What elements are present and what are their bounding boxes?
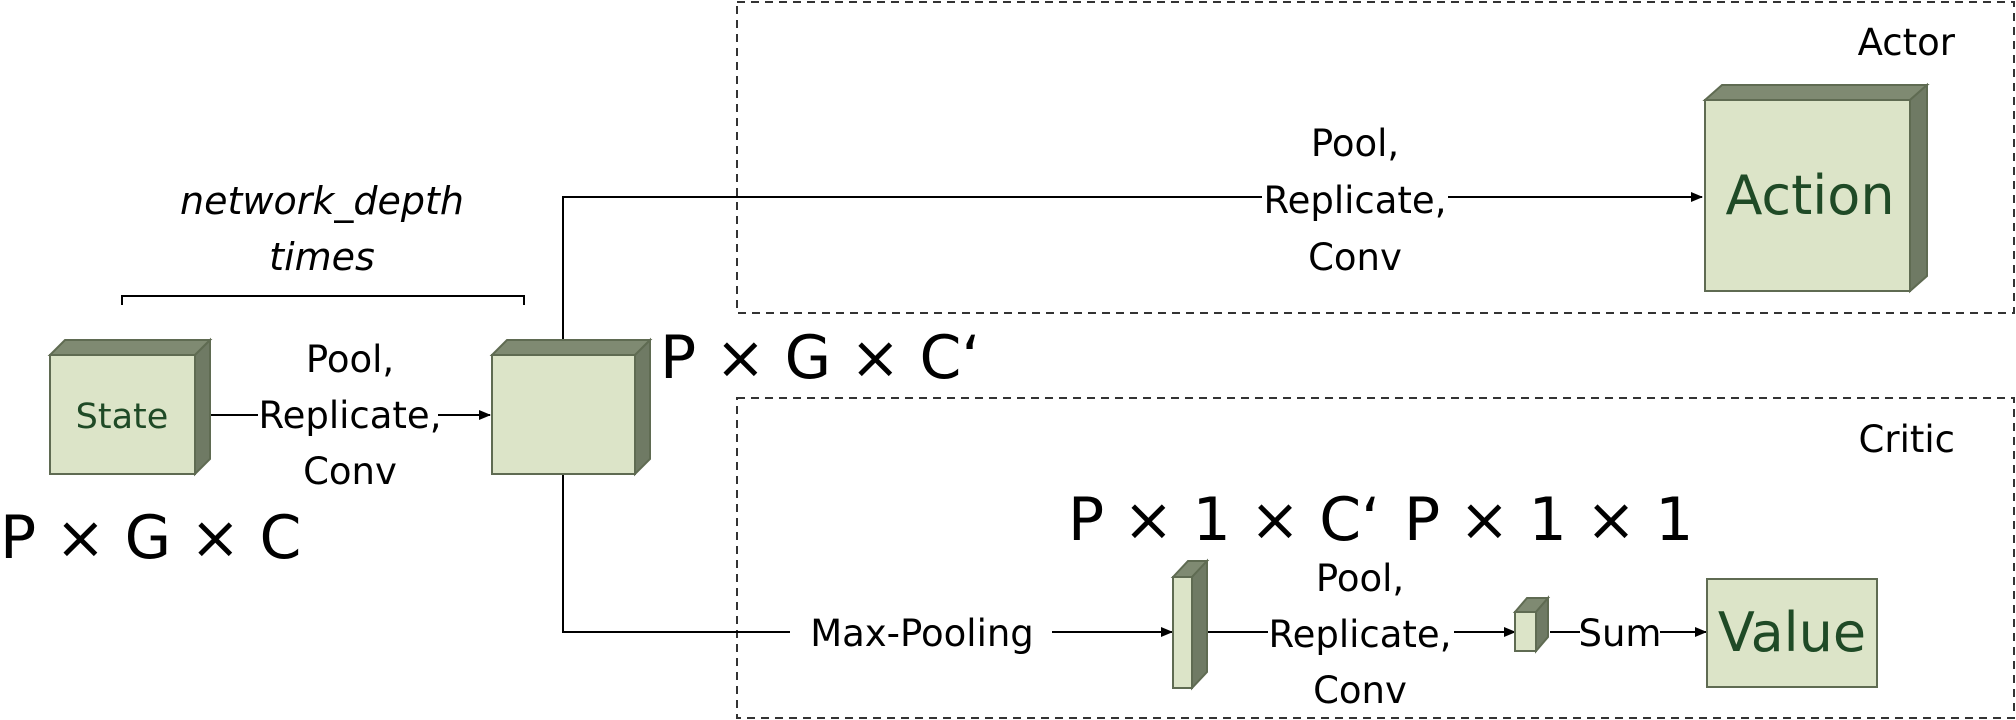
value-label: Value bbox=[1718, 601, 1866, 664]
shape-annotations: P × G × C P × G × C‘ P × 1 × C‘ P × 1 × … bbox=[0, 323, 1693, 573]
state-block: State bbox=[47, 337, 213, 477]
critic-region: Critic bbox=[736, 397, 2015, 719]
pooled-feature-block bbox=[1170, 558, 1210, 691]
maxpool-edge-label: Max-Pooling bbox=[810, 612, 1034, 655]
actor-title: Actor bbox=[1858, 21, 1956, 64]
state-shape-label: P × G × C bbox=[0, 503, 301, 573]
action-label: Action bbox=[1725, 164, 1894, 227]
pooled-shape-label: P × 1 × C‘ bbox=[1068, 485, 1380, 555]
edge-hidden-to-action bbox=[562, 192, 1703, 341]
state-edge-label-line2: Replicate, bbox=[259, 394, 442, 437]
state-edge-label-line1: Pool, bbox=[306, 338, 394, 381]
state-edge-label-line3: Conv bbox=[303, 450, 397, 493]
scalar-shape-label: P × 1 × 1 bbox=[1404, 485, 1693, 555]
loop-label-line1: network_depth bbox=[180, 179, 464, 223]
state-label: State bbox=[76, 397, 169, 437]
action-block: Action bbox=[1702, 82, 1930, 294]
actor-edge-label-line2: Replicate, bbox=[1264, 179, 1447, 222]
critic-title: Critic bbox=[1859, 418, 1955, 461]
critic-edge-label-line2: Replicate, bbox=[1269, 613, 1452, 656]
critic-edge-label-line3: Conv bbox=[1313, 669, 1407, 712]
loop-label-line2: times bbox=[269, 235, 375, 279]
scalar-feature-block bbox=[1512, 595, 1551, 654]
sum-edge-label: Sum bbox=[1579, 612, 1662, 655]
actor-edge-label-line1: Pool, bbox=[1311, 122, 1399, 165]
hidden-feature-block bbox=[489, 337, 653, 477]
depth-loop-annotation: network_depth times bbox=[121, 179, 525, 305]
actor-edge-label-line3: Conv bbox=[1308, 236, 1402, 279]
actor-region: Actor bbox=[736, 1, 2015, 314]
hidden-shape-label: P × G × C‘ bbox=[660, 323, 980, 393]
loop-bracket bbox=[121, 295, 525, 305]
edge-labels: Pool, Replicate, Conv Pool, Replicate, C… bbox=[258, 115, 1661, 715]
value-block: Value bbox=[1706, 578, 1878, 688]
critic-edge-label-line1: Pool, bbox=[1316, 557, 1404, 600]
